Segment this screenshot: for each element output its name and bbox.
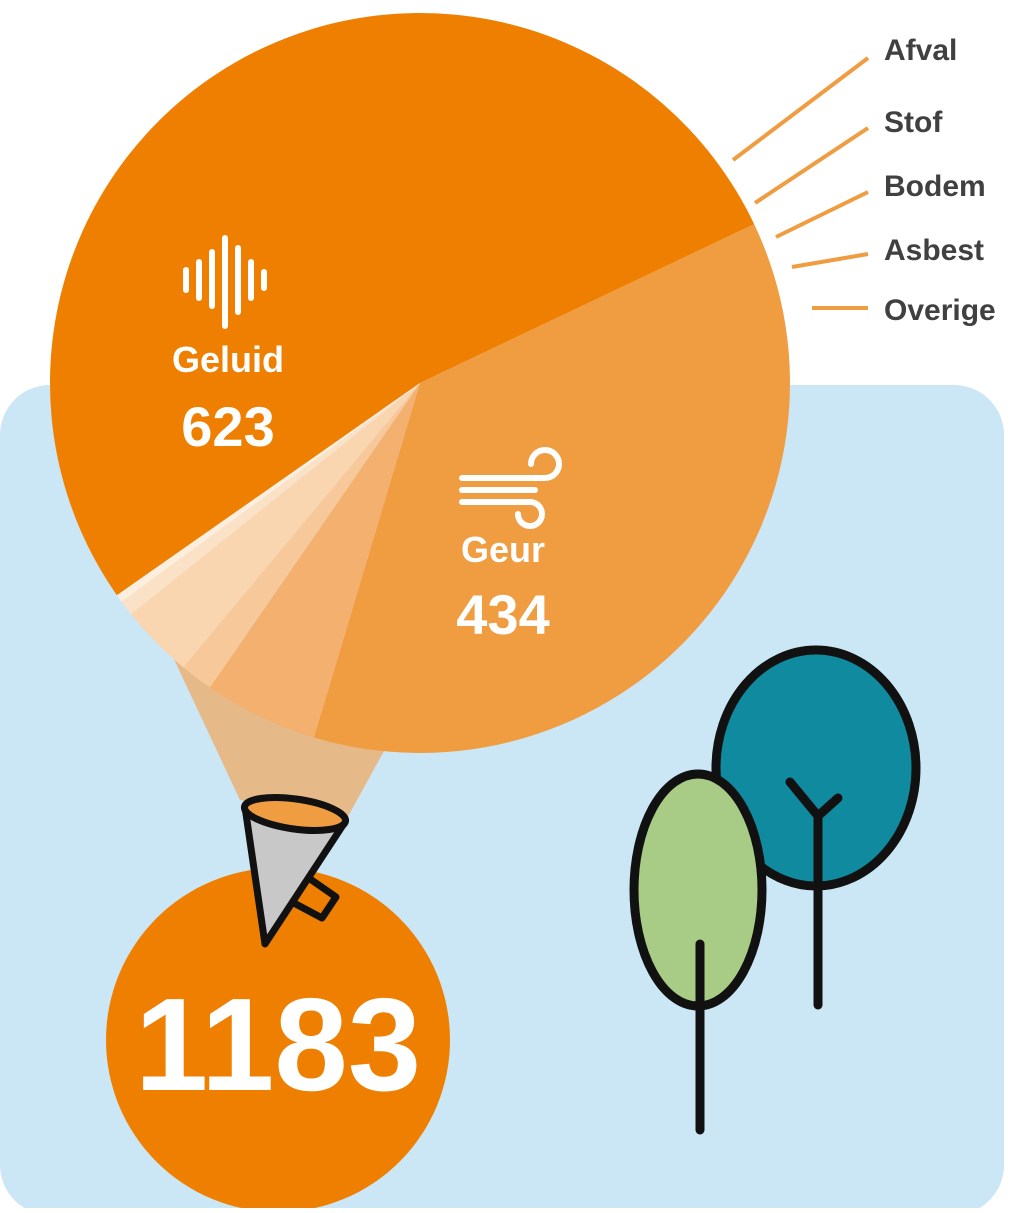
megaphone-icon [240,794,350,948]
pie-slice-geluid [49,12,755,596]
legend-label-stof: Stof [884,106,943,139]
wind-icon [459,447,562,529]
tree-illustration [629,645,921,1135]
pie-slice-afval [116,383,420,602]
legend-label-bodem: Bodem [884,170,986,203]
pie-slice-overige [209,383,420,738]
leader-line-asbest [791,252,869,269]
pie-slice-asbest [183,383,420,688]
geur-label: Geur [461,529,545,570]
sound-wave-icon [183,235,267,329]
legend-label-afval: Afval [884,34,957,67]
total-value: 1183 [135,971,421,1118]
total-circle [106,868,450,1212]
leader-line-bodem [775,190,869,239]
pie-slice-geur [313,224,790,753]
geluid-value: 623 [181,395,274,458]
pie-slices [49,12,790,753]
pie-slice-bodem [131,383,421,668]
legend-label-asbest: Asbest [884,234,984,267]
leader-line-stof [753,126,870,205]
geur-value: 434 [456,583,549,646]
pie-slice-stof [121,383,421,615]
geluid-label: Geluid [172,339,284,380]
legend-label-overige: Overige [884,294,996,327]
leader-line-afval [731,56,870,162]
legend-leaders [731,56,870,310]
